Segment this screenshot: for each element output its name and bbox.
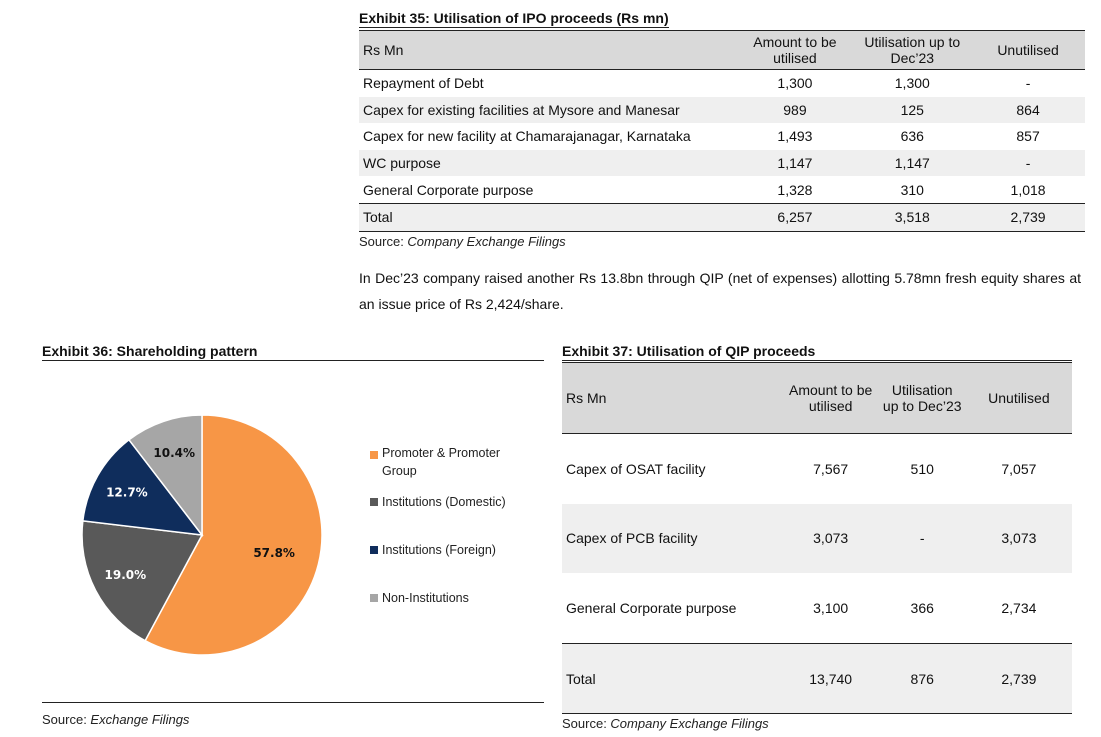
cell-utilised: 310: [900, 181, 924, 198]
table-row: Capex for new facility at Chamarajanagar…: [359, 123, 1085, 150]
row-label: General Corporate purpose: [566, 599, 737, 616]
row-label: Capex of PCB facility: [562, 503, 783, 574]
row-label: Capex for existing facilities at Mysore …: [359, 96, 737, 124]
pie-slice-promoter: [144, 414, 323, 656]
cell-unutilised: -: [971, 149, 1085, 177]
total-row: Total 6,257 3,518 2,739: [359, 202, 1085, 232]
total-unutilised: 2,739: [965, 642, 1072, 715]
legend-swatch-promoter: [370, 451, 378, 459]
total-utilised: 876: [878, 642, 966, 715]
pie-label-foreign: 12.7%: [106, 485, 148, 499]
cell-amount: 1,300: [777, 75, 813, 92]
qip-proceeds-table: Rs Mn Amount to be utilised Utilisation …: [562, 362, 1072, 715]
pie-chart-area: 57.8% 19.0% 12.7% 10.4%: [42, 362, 544, 702]
pie-label-domestic: 19.0%: [105, 568, 147, 582]
cell-unutilised: 3,073: [965, 503, 1072, 574]
legend-swatch-non-institutions: [370, 594, 378, 602]
total-row: Total 13,740 876 2,739: [562, 642, 1072, 715]
pie-slice-domestic: [81, 520, 204, 642]
cell-amount: 1,493: [777, 128, 813, 145]
chart-bottom-rule: [42, 702, 544, 704]
table-row: General Corporate purpose 3,100 366 2,73…: [562, 573, 1072, 643]
source-text: Exchange Filings: [90, 712, 190, 727]
cell-utilised: 636: [900, 128, 924, 145]
pie-slice-foreign: [82, 438, 204, 536]
row-label: Capex for new facility at Chamarajanagar…: [363, 128, 691, 145]
source-prefix: Source:: [42, 712, 91, 727]
table-header-row: Rs Mn Amount to be utilised Utilisation …: [359, 30, 1085, 70]
cell-amount: 7,567: [813, 460, 849, 477]
row-label: WC purpose: [359, 149, 737, 177]
column-header-unutilised: Unutilised: [965, 362, 1072, 434]
cell-unutilised: 7,057: [1001, 460, 1037, 477]
column-header-utilisation: Utilisation up to Dec’23: [878, 362, 966, 434]
table-row: Repayment of Debt 1,300 1,300 -: [359, 70, 1085, 97]
table-row: WC purpose 1,147 1,147 -: [359, 149, 1085, 177]
total-amount: 6,257: [736, 202, 854, 232]
row-label: Capex of OSAT facility: [566, 460, 706, 477]
column-header-amount: Amount to be utilised: [782, 362, 879, 434]
row-label: Repayment of Debt: [363, 75, 484, 92]
source-text: Company Exchange Filings: [610, 716, 769, 731]
source-prefix: Source:: [359, 234, 408, 249]
column-header-amount: Amount to be utilised: [736, 30, 854, 70]
cell-utilised: -: [878, 503, 966, 574]
pie-label-non-institutions: 10.4%: [153, 446, 195, 460]
total-amount: 13,740: [782, 642, 879, 715]
ipo-proceeds-table: Rs Mn Amount to be utilised Utilisation …: [359, 30, 1085, 232]
legend-label-foreign: Institutions (Foreign): [382, 543, 496, 557]
source-prefix: Source:: [562, 716, 611, 731]
table-row: Capex of OSAT facility 7,567 510 7,057: [562, 434, 1072, 504]
cell-unutilised: 2,734: [1001, 599, 1037, 616]
cell-utilised: 125: [853, 96, 972, 124]
legend-label-domestic: Institutions (Domestic): [382, 495, 506, 509]
exhibit-35-source: Source: Company Exchange Filings: [359, 234, 566, 249]
pie-chart: 57.8% 19.0% 12.7% 10.4%: [81, 414, 323, 656]
exhibit-37-source: Source: Company Exchange Filings: [562, 716, 769, 731]
table-row: Capex for existing facilities at Mysore …: [359, 96, 1085, 124]
table-row: General Corporate purpose 1,328 310 1,01…: [359, 176, 1085, 203]
cell-amount: 3,100: [813, 599, 849, 616]
cell-utilised: 1,147: [853, 149, 972, 177]
legend-label-promoter: Promoter & Promoter Group: [382, 446, 501, 478]
column-header-rs-mn: Rs Mn: [562, 362, 783, 434]
total-label: Total: [562, 642, 783, 715]
column-header-rs-mn: Rs Mn: [359, 30, 737, 70]
pie-slice-non-institutions: [127, 414, 203, 538]
exhibit-36-title: Exhibit 36: Shareholding pattern: [42, 343, 544, 361]
cell-amount: 1,328: [777, 181, 813, 198]
qip-paragraph: In Dec’23 company raised another Rs 13.8…: [359, 270, 1081, 312]
total-unutilised: 2,739: [971, 202, 1085, 232]
exhibit-37-title: Exhibit 37: Utilisation of QIP proceeds: [562, 343, 1072, 361]
legend-label-non-institutions: Non-Institutions: [382, 591, 469, 605]
cell-amount: 1,147: [736, 149, 854, 177]
table-header-row: Rs Mn Amount to be utilised Utilisation …: [562, 362, 1072, 434]
legend-swatch-foreign: [370, 546, 378, 554]
cell-unutilised: 864: [971, 96, 1085, 124]
cell-unutilised: -: [1025, 75, 1031, 92]
source-text: Company Exchange Filings: [407, 234, 566, 249]
cell-utilised: 366: [910, 599, 934, 616]
exhibit-36-source: Source: Exchange Filings: [42, 712, 189, 727]
total-label: Total: [359, 202, 737, 232]
table-row: Capex of PCB facility 3,073 - 3,073: [562, 503, 1072, 574]
total-utilised: 3,518: [853, 202, 972, 232]
column-header-utilisation: Utilisation up to Dec’23: [853, 30, 972, 70]
cell-unutilised: 1,018: [1010, 181, 1046, 198]
cell-utilised: 510: [910, 460, 934, 477]
legend-swatch-domestic: [370, 498, 378, 506]
column-header-unutilised: Unutilised: [971, 30, 1085, 70]
cell-utilised: 1,300: [894, 75, 930, 92]
cell-amount: 3,073: [782, 503, 879, 574]
exhibit-35-title: Exhibit 35: Utilisation of IPO proceeds …: [359, 10, 669, 28]
cell-amount: 989: [736, 96, 854, 124]
pie-label-promoter: 57.8%: [253, 546, 295, 560]
cell-unutilised: 857: [1016, 128, 1040, 145]
row-label: General Corporate purpose: [363, 181, 534, 198]
